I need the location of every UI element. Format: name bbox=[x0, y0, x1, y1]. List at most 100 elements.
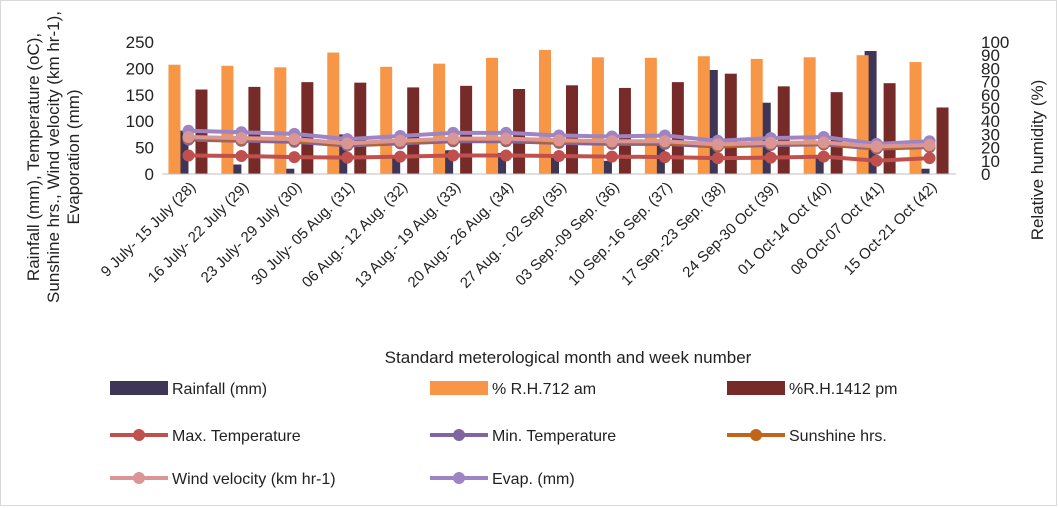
legend-label: Evap. (mm) bbox=[492, 471, 575, 488]
left-tick-label: 200 bbox=[126, 59, 154, 78]
right-tick-label: 100 bbox=[981, 33, 1009, 52]
bar--r-h-712-am bbox=[856, 55, 869, 175]
legend-swatch bbox=[430, 381, 488, 395]
bar--r-h-1412-pm bbox=[671, 82, 684, 174]
bar-rainfall-mm- bbox=[229, 164, 242, 174]
right-tick-label: 50 bbox=[981, 99, 1000, 118]
point-max-temperature bbox=[553, 150, 565, 163]
x-category-label: 20 Aug.- 26 Aug. (34) bbox=[405, 179, 517, 291]
legend-swatch-marker bbox=[133, 472, 145, 484]
left-tick-label: 250 bbox=[126, 33, 154, 52]
bar--r-h-712-am bbox=[168, 64, 181, 174]
legend-item-evap-mm-: Evap. (mm) bbox=[430, 471, 575, 488]
x-category-label: 03 Sep.-09 Sep. (36) bbox=[512, 179, 622, 289]
bar--r-h-1412-pm bbox=[248, 86, 261, 174]
legend-label: % R.H.712 am bbox=[492, 381, 596, 398]
left-axis-ticks: 0 50 100 150 200 250 bbox=[126, 33, 154, 184]
right-tick-label: 90 bbox=[981, 46, 1000, 65]
bar--r-h-712-am bbox=[221, 65, 234, 174]
legend-label: Wind velocity (km hr-1) bbox=[172, 471, 336, 488]
x-category-label: 27 Aug. - 02 Sep (35) bbox=[457, 179, 570, 292]
point-wind-velocity-km-hr-1- bbox=[341, 137, 354, 150]
point-max-temperature bbox=[288, 151, 301, 164]
bar-rainfall-mm- bbox=[282, 168, 295, 174]
x-category-label: 23 July- 29 July (30) bbox=[198, 179, 306, 287]
legend-label: Rainfall (mm) bbox=[172, 381, 267, 398]
bar--r-h-1412-pm bbox=[354, 82, 367, 174]
x-category-label: 08 Oct-07 Oct (41) bbox=[788, 179, 888, 279]
bar-series bbox=[168, 49, 949, 175]
legend-label: Sunshine hrs. bbox=[789, 428, 887, 445]
left-tick-label: 150 bbox=[126, 86, 154, 105]
point-wind-velocity-km-hr-1- bbox=[394, 134, 407, 147]
bar--r-h-1412-pm bbox=[460, 85, 473, 174]
legend-label: %R.H.1412 pm bbox=[789, 381, 898, 398]
point-max-temperature bbox=[500, 149, 513, 162]
x-category-label: 30 July- 05 Aug. (31) bbox=[248, 179, 358, 289]
point-max-temperature bbox=[341, 151, 354, 164]
point-wind-velocity-km-hr-1- bbox=[447, 132, 460, 145]
point-max-temperature bbox=[817, 150, 830, 163]
bar--r-h-1412-pm bbox=[777, 86, 790, 174]
bar--r-h-1412-pm bbox=[883, 83, 896, 174]
right-tick-label: 80 bbox=[981, 59, 1000, 78]
bar--r-h-712-am bbox=[380, 66, 393, 174]
x-axis-title: Standard meterological month and week nu… bbox=[385, 348, 752, 367]
bar--r-h-1412-pm bbox=[407, 87, 420, 174]
point-wind-velocity-km-hr-1- bbox=[500, 132, 513, 145]
point-max-temperature bbox=[658, 151, 671, 164]
bar--r-h-1412-pm bbox=[618, 87, 631, 174]
legend-item-max-temperature: Max. Temperature bbox=[110, 428, 301, 445]
y-axis-title-line-3: Evaporation (mm) bbox=[64, 89, 83, 224]
bar--r-h-1412-pm bbox=[724, 73, 737, 174]
right-tick-label: 0 bbox=[981, 165, 990, 184]
left-tick-label: 100 bbox=[126, 112, 154, 131]
point-wind-velocity-km-hr-1- bbox=[870, 140, 883, 153]
x-category-label: 15 Oct-21 Oct (42) bbox=[841, 179, 941, 279]
y2-axis-title: Relative humidity (%) bbox=[1028, 80, 1047, 241]
legend-label: Max. Temperature bbox=[172, 428, 301, 445]
point-max-temperature bbox=[764, 151, 777, 164]
point-max-temperature bbox=[923, 152, 936, 165]
x-category-label: 01 Oct-14 Oct (40) bbox=[735, 179, 835, 279]
bar--r-h-1412-pm bbox=[301, 82, 314, 174]
legend-item--r-h-712-am: % R.H.712 am bbox=[430, 381, 596, 398]
right-tick-label: 60 bbox=[981, 86, 1000, 105]
x-category-label: 16 July- 22 July (29) bbox=[145, 179, 253, 287]
point-max-temperature bbox=[182, 149, 195, 162]
legend-item--r-h-1412-pm: %R.H.1412 pm bbox=[727, 381, 898, 398]
bar--r-h-1412-pm bbox=[936, 107, 949, 174]
line-series bbox=[182, 124, 936, 167]
bar--r-h-1412-pm bbox=[830, 92, 843, 174]
x-category-label: 24 Sep-30 Oct (39) bbox=[679, 179, 781, 281]
x-category-label: 13 Aug.- 19 Aug. (33) bbox=[352, 179, 464, 291]
legend-item-min-temperature: Min. Temperature bbox=[430, 428, 616, 445]
point-max-temperature bbox=[605, 150, 618, 163]
bar--r-h-712-am bbox=[433, 63, 446, 175]
right-tick-label: 20 bbox=[981, 139, 1000, 158]
point-wind-velocity-km-hr-1- bbox=[658, 135, 671, 148]
point-wind-velocity-km-hr-1- bbox=[235, 132, 248, 145]
bar--r-h-1412-pm bbox=[566, 85, 578, 174]
legend-item-rainfall-mm-: Rainfall (mm) bbox=[110, 381, 267, 398]
x-category-label: 17 Sep.-23 Sep. (38) bbox=[618, 179, 728, 289]
legend-swatch bbox=[110, 381, 168, 395]
point-max-temperature bbox=[870, 154, 883, 167]
point-wind-velocity-km-hr-1- bbox=[711, 138, 724, 151]
point-max-temperature bbox=[394, 150, 407, 163]
right-tick-label: 70 bbox=[981, 73, 1000, 92]
point-max-temperature bbox=[235, 150, 248, 163]
right-tick-label: 10 bbox=[981, 152, 1000, 171]
legend-swatch-marker bbox=[453, 472, 465, 484]
legend-item-wind-velocity-km-hr-1-: Wind velocity (km hr-1) bbox=[110, 471, 336, 488]
left-tick-label: 0 bbox=[145, 165, 154, 184]
point-wind-velocity-km-hr-1- bbox=[764, 136, 777, 149]
x-category-label: 06 Aug.- 12 Aug. (32) bbox=[299, 179, 411, 291]
right-tick-label: 30 bbox=[981, 125, 1000, 144]
point-wind-velocity-km-hr-1- bbox=[182, 131, 195, 144]
x-category-label: 10 Sep.-16 Sep. (37) bbox=[565, 179, 675, 289]
bar-rainfall-mm- bbox=[917, 168, 930, 174]
y-axis-title-line-2: Sunshine hrs., Wind velocity (km hr-1), bbox=[44, 11, 63, 303]
